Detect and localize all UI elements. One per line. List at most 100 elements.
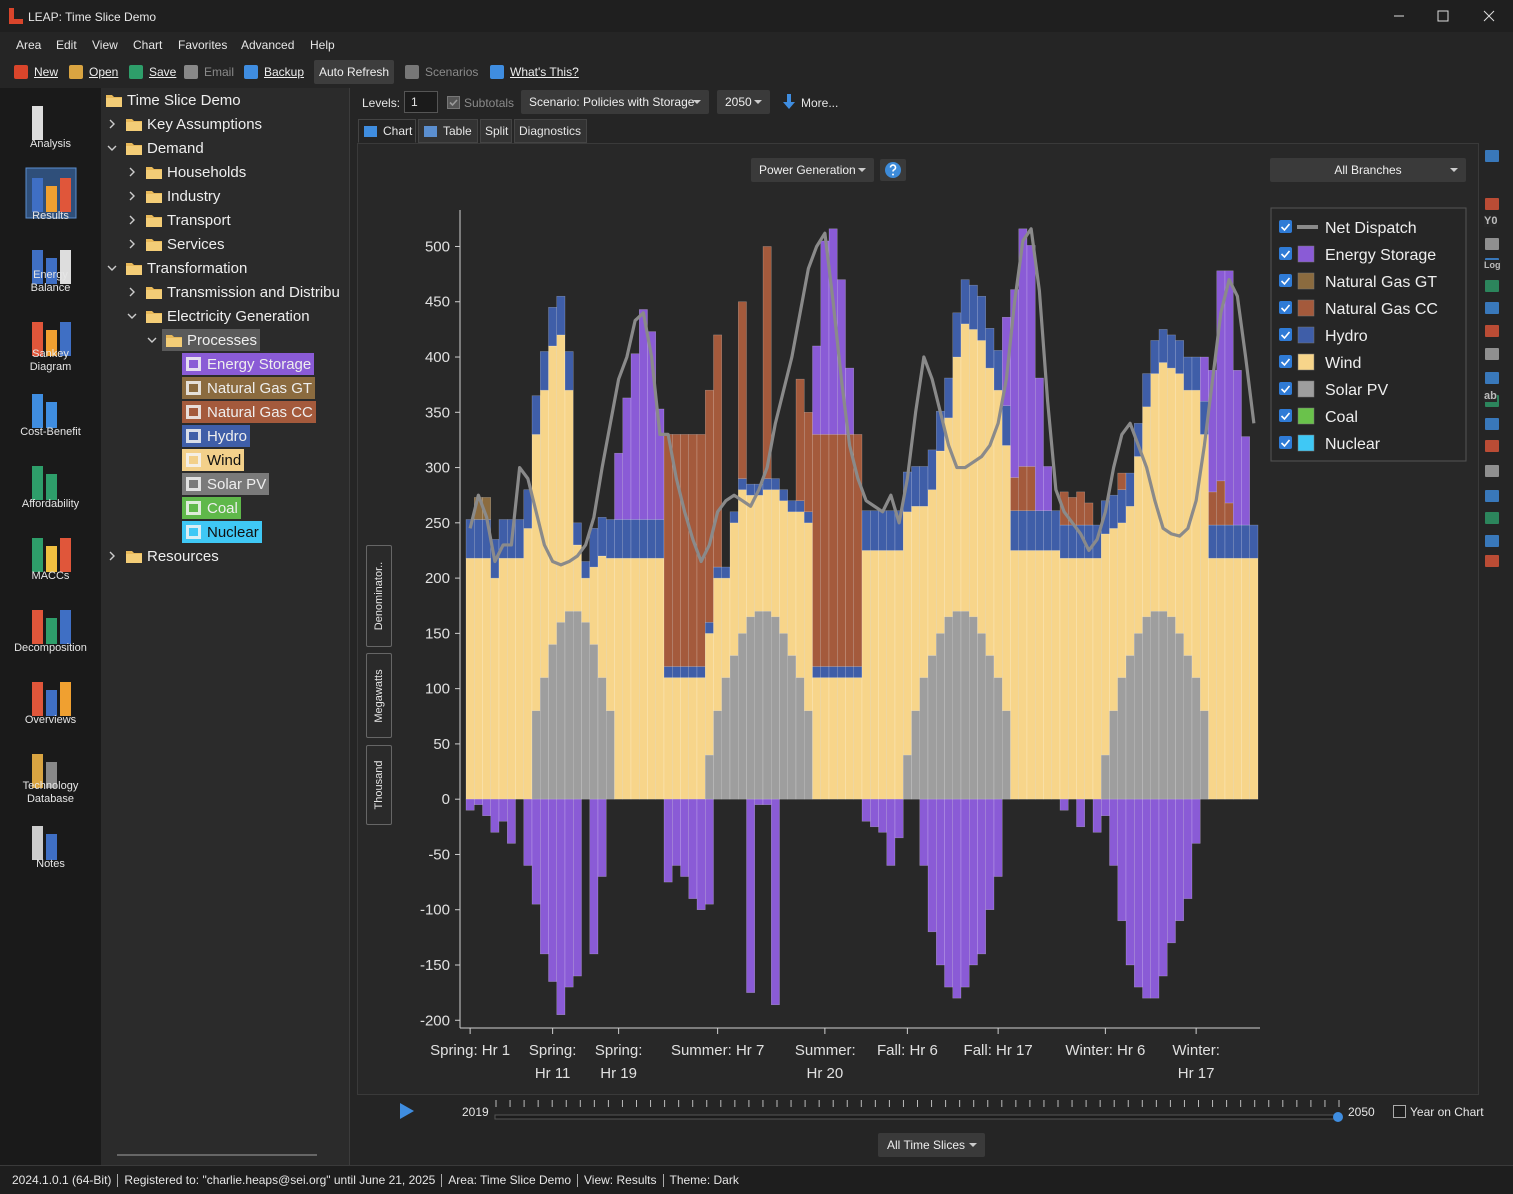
toolbar-button[interactable]: Scenarios — [403, 60, 478, 84]
view-button[interactable]: Overviews — [0, 664, 101, 736]
window-controls[interactable] — [1380, 0, 1513, 32]
tool-icon[interactable] — [1483, 370, 1501, 386]
more-button[interactable]: More... — [801, 96, 839, 110]
unit-tab[interactable]: Thousand — [366, 745, 392, 825]
tool-icon[interactable] — [1483, 196, 1501, 212]
toolbar-button[interactable]: Backup — [242, 60, 304, 84]
unit-tab[interactable]: Denominator.. — [366, 545, 392, 647]
tree-row[interactable]: Natural Gas GT — [101, 376, 349, 400]
legend-checkbox[interactable] — [1279, 301, 1292, 314]
menu-item[interactable]: Edit — [56, 38, 77, 52]
tool-icon[interactable] — [1483, 416, 1501, 432]
levels-spin[interactable]: 1 — [404, 91, 438, 113]
tree-row[interactable]: Time Slice Demo — [101, 88, 349, 112]
tree-row[interactable]: Wind — [101, 448, 349, 472]
menu-item[interactable]: Favorites — [178, 38, 228, 52]
menu-item[interactable]: Area — [16, 38, 42, 52]
time-slices-dropdown[interactable]: All Time Slices — [878, 1133, 985, 1157]
scenario-dropdown[interactable]: Scenario: Policies with Storage — [521, 90, 709, 114]
view-button[interactable]: Cost-Benefit — [0, 376, 101, 448]
view-icon — [32, 250, 71, 284]
bar-segment — [746, 483, 755, 496]
tree-row[interactable]: Households — [101, 160, 349, 184]
view-tab[interactable]: Diagnostics — [514, 119, 587, 143]
tool-icon[interactable] — [1483, 553, 1501, 569]
bar-segment — [540, 798, 549, 955]
unit-tab[interactable]: Megawatts — [366, 653, 392, 738]
tree-row[interactable]: Services — [101, 232, 349, 256]
legend-checkbox[interactable] — [1279, 247, 1292, 260]
view-button[interactable]: Analysis — [0, 88, 101, 160]
view-button[interactable]: Notes — [0, 808, 101, 880]
tool-icon[interactable] — [1483, 463, 1501, 479]
legend-checkbox[interactable] — [1279, 409, 1292, 422]
tree-row[interactable]: Key Assumptions — [101, 112, 349, 136]
toolbar-button[interactable]: New — [12, 60, 58, 84]
tool-icon[interactable] — [1483, 300, 1501, 316]
tree-row[interactable]: Energy Storage — [101, 352, 349, 376]
view-button[interactable]: Decomposition — [0, 592, 101, 664]
menu-item[interactable]: Advanced — [241, 38, 295, 52]
menu-item[interactable]: Help — [310, 38, 335, 52]
tree-chevron — [129, 167, 135, 177]
tool-icon[interactable] — [1483, 236, 1501, 252]
play-button[interactable] — [398, 1102, 416, 1120]
tree-row[interactable]: Solar PV — [101, 472, 349, 496]
h-scrollbar[interactable] — [107, 1150, 345, 1160]
tree-row[interactable]: Resources — [101, 544, 349, 568]
view-tab[interactable]: Table — [418, 119, 478, 143]
toolbar-button[interactable]: What's This? — [488, 60, 579, 84]
toolbar-button[interactable]: Email — [182, 60, 234, 84]
tree-row[interactable]: Coal — [101, 496, 349, 520]
subtotals-checkbox[interactable] — [447, 96, 460, 109]
tree-row[interactable]: Electricity Generation — [101, 304, 349, 328]
toolbar-button[interactable]: Save — [127, 60, 176, 84]
legend-checkbox[interactable] — [1279, 436, 1292, 449]
legend-checkbox[interactable] — [1279, 220, 1292, 233]
tool-icon[interactable] — [1483, 278, 1501, 294]
tool-icon[interactable] — [1483, 488, 1501, 504]
view-button[interactable]: Technology Database — [0, 736, 101, 808]
tree-row[interactable]: Natural Gas CC — [101, 400, 349, 424]
bar-segment — [960, 798, 970, 988]
tree-row[interactable]: Nuclear — [101, 520, 349, 544]
view-button[interactable]: Sankey Diagram — [0, 304, 101, 376]
year-slider[interactable] — [490, 1096, 1346, 1126]
legend-checkbox[interactable] — [1279, 382, 1292, 395]
view-button[interactable]: Energy Balance — [0, 232, 101, 304]
chart-selector[interactable]: Power Generation — [751, 158, 874, 182]
tree-row[interactable]: Transmission and Distribu — [101, 280, 349, 304]
year-dropdown[interactable]: 2050 — [717, 90, 770, 114]
tool-icon[interactable] — [1483, 148, 1501, 164]
tool-icon[interactable] — [1483, 533, 1501, 549]
tree-row[interactable]: Processes — [101, 328, 349, 352]
toolbar-button[interactable]: Open — [67, 60, 118, 84]
tree-row[interactable]: Transformation — [101, 256, 349, 280]
branches-dropdown[interactable]: All Branches — [1270, 158, 1466, 182]
legend-checkbox[interactable] — [1279, 355, 1292, 368]
view-button[interactable]: Results — [0, 160, 101, 232]
tool-icon[interactable] — [1483, 510, 1501, 526]
tool-icon[interactable] — [1483, 438, 1501, 454]
tree-row[interactable]: Transport — [101, 208, 349, 232]
tree-row[interactable]: Hydro — [101, 424, 349, 448]
icon-shape — [129, 65, 143, 79]
bar-segment — [548, 798, 557, 982]
view-button[interactable]: MACCs — [0, 520, 101, 592]
tool-icon[interactable] — [1483, 346, 1501, 362]
tree-row[interactable]: Demand — [101, 136, 349, 160]
view-tab[interactable]: Chart — [358, 119, 416, 143]
bar-segment — [647, 557, 656, 800]
view-button[interactable]: Affordability — [0, 448, 101, 520]
legend-checkbox[interactable] — [1279, 274, 1292, 287]
year-on-chart-checkbox[interactable] — [1393, 1105, 1406, 1118]
menu-item[interactable]: View — [92, 38, 118, 52]
legend-checkbox[interactable] — [1279, 328, 1292, 341]
tool-icon[interactable] — [1483, 323, 1501, 339]
menu-item[interactable]: Chart — [133, 38, 163, 52]
help-button[interactable] — [880, 159, 906, 181]
toolbar-button[interactable]: Auto Refresh — [314, 60, 395, 84]
tree-row[interactable]: Industry — [101, 184, 349, 208]
bar-segment — [936, 633, 945, 800]
view-tab[interactable]: Split — [480, 119, 512, 143]
